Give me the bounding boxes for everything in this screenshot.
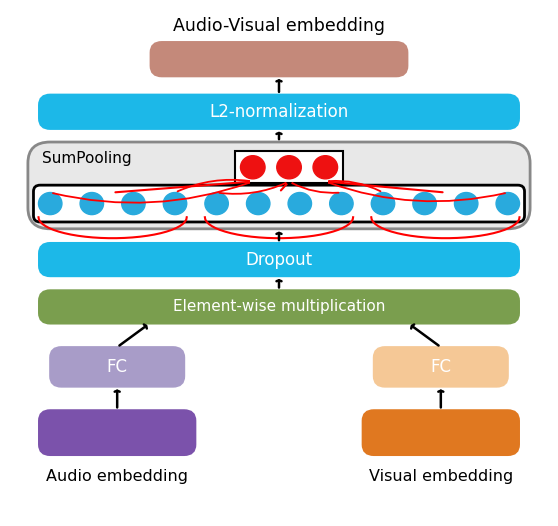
FancyArrowPatch shape	[116, 181, 249, 193]
FancyBboxPatch shape	[33, 185, 525, 222]
Text: Element-wise multiplication: Element-wise multiplication	[173, 299, 385, 315]
FancyBboxPatch shape	[39, 410, 195, 455]
Circle shape	[330, 193, 353, 215]
FancyArrowPatch shape	[219, 183, 286, 194]
Text: Visual embedding: Visual embedding	[369, 469, 513, 483]
FancyBboxPatch shape	[50, 347, 184, 387]
Text: Audio embedding: Audio embedding	[46, 469, 188, 483]
FancyBboxPatch shape	[151, 42, 407, 76]
FancyArrowPatch shape	[177, 180, 249, 191]
Circle shape	[413, 193, 436, 215]
Circle shape	[163, 193, 187, 215]
Circle shape	[277, 156, 301, 179]
Circle shape	[205, 193, 228, 215]
Circle shape	[39, 193, 62, 215]
Circle shape	[80, 193, 104, 215]
Text: SumPooling: SumPooling	[42, 151, 132, 167]
Text: Audio-Visual embedding: Audio-Visual embedding	[173, 17, 385, 35]
FancyBboxPatch shape	[39, 243, 519, 276]
Circle shape	[288, 193, 311, 215]
Circle shape	[371, 193, 395, 215]
Text: FC: FC	[107, 358, 128, 376]
Circle shape	[240, 156, 265, 179]
FancyBboxPatch shape	[39, 290, 519, 323]
Bar	[235, 151, 343, 183]
FancyBboxPatch shape	[39, 95, 519, 129]
FancyArrowPatch shape	[292, 183, 339, 193]
Circle shape	[496, 193, 519, 215]
FancyBboxPatch shape	[28, 142, 530, 229]
FancyArrowPatch shape	[329, 181, 381, 191]
Circle shape	[122, 193, 145, 215]
Text: FC: FC	[430, 358, 451, 376]
FancyBboxPatch shape	[363, 410, 519, 455]
Circle shape	[247, 193, 270, 215]
Circle shape	[313, 156, 338, 179]
Text: L2-normalization: L2-normalization	[209, 103, 349, 121]
FancyArrowPatch shape	[53, 183, 249, 203]
FancyArrowPatch shape	[281, 184, 286, 190]
Text: Dropout: Dropout	[246, 250, 312, 269]
Circle shape	[454, 193, 478, 215]
FancyArrowPatch shape	[329, 183, 505, 201]
FancyBboxPatch shape	[374, 347, 508, 387]
FancyArrowPatch shape	[329, 181, 442, 193]
